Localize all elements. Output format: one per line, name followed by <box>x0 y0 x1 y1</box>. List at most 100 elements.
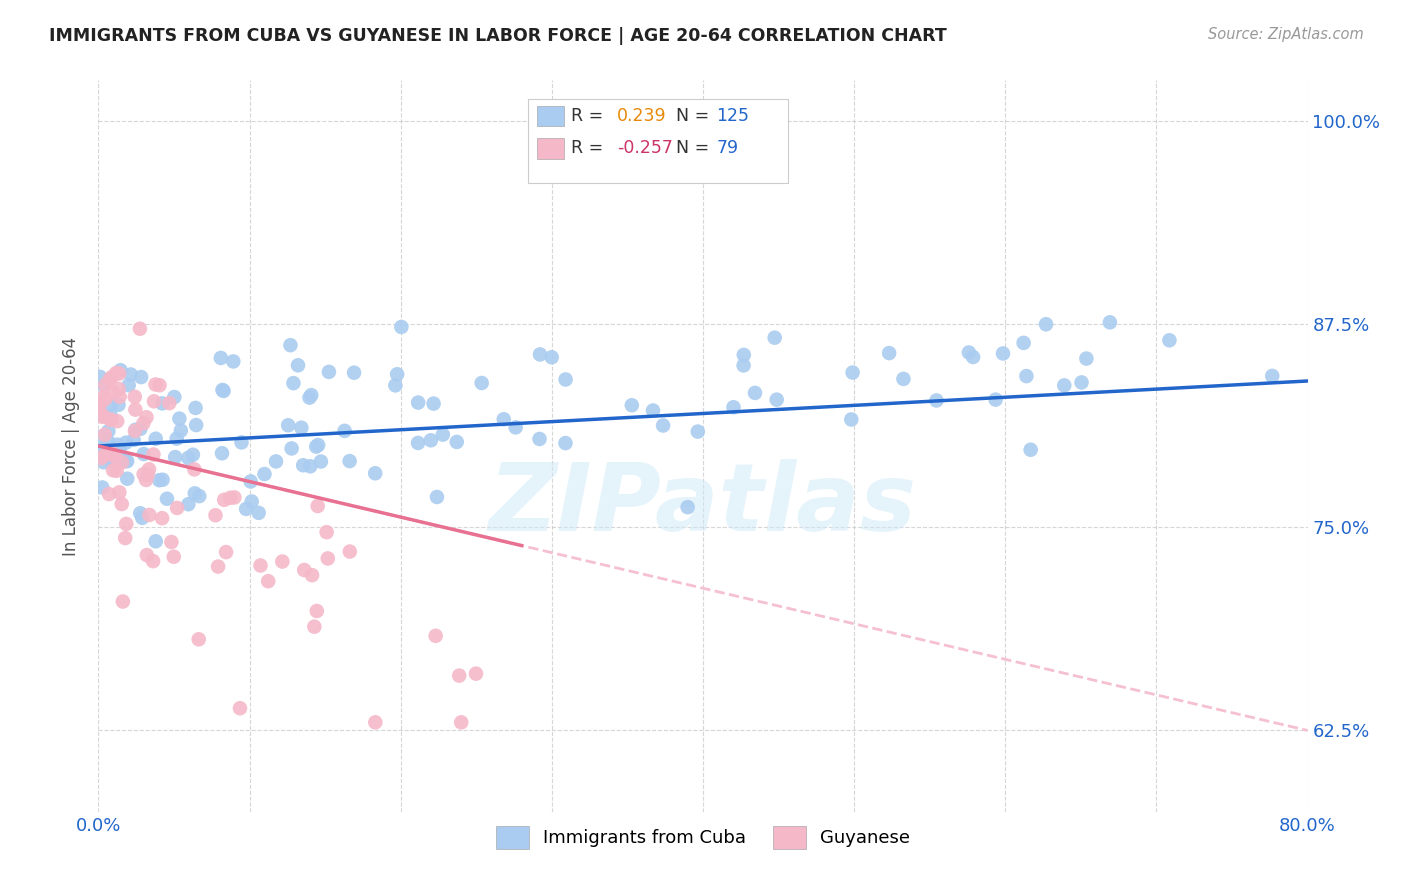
Point <box>406 395 429 409</box>
Point <box>290 421 312 435</box>
Point <box>620 398 643 412</box>
Point <box>292 563 315 577</box>
Point <box>277 418 299 433</box>
Point <box>1019 442 1042 457</box>
Point <box>163 390 186 404</box>
Point <box>471 376 494 390</box>
Point <box>111 497 134 511</box>
Point <box>105 464 128 478</box>
Text: IMMIGRANTS FROM CUBA VS GUYANESE IN LABOR FORCE | AGE 20-64 CORRELATION CHART: IMMIGRANTS FROM CUBA VS GUYANESE IN LABO… <box>49 27 948 45</box>
Point <box>839 412 862 426</box>
Point <box>207 559 229 574</box>
Point <box>124 390 146 404</box>
Point <box>215 545 238 559</box>
Point <box>1053 378 1076 392</box>
Point <box>1076 351 1098 366</box>
Point <box>90 451 112 466</box>
Point <box>115 454 138 468</box>
Point <box>406 436 429 450</box>
Point <box>150 396 173 410</box>
Point <box>298 391 321 405</box>
Point <box>723 401 745 415</box>
Point <box>105 414 128 428</box>
Point <box>108 390 131 404</box>
Point <box>187 632 209 647</box>
Point <box>432 427 454 442</box>
Point <box>364 467 387 481</box>
Point <box>450 715 472 730</box>
Point <box>315 525 337 540</box>
Point <box>101 463 124 477</box>
Point <box>93 378 115 392</box>
Point <box>115 516 138 531</box>
Point <box>219 491 242 505</box>
Point <box>110 363 132 377</box>
Point <box>305 440 328 454</box>
Y-axis label: In Labor Force | Age 20-64: In Labor Force | Age 20-64 <box>62 336 80 556</box>
Point <box>419 434 441 448</box>
Point <box>554 436 576 450</box>
Point <box>135 410 157 425</box>
Text: N =: N = <box>676 139 716 157</box>
Point <box>94 427 117 442</box>
Text: 79: 79 <box>716 139 738 157</box>
Point <box>305 604 328 618</box>
Point <box>114 531 136 545</box>
Point <box>94 392 117 406</box>
Point <box>253 467 276 481</box>
Point <box>1012 335 1035 350</box>
Point <box>280 442 302 456</box>
Point <box>129 422 152 436</box>
Text: 0.239: 0.239 <box>617 107 666 125</box>
Point <box>100 398 122 412</box>
FancyBboxPatch shape <box>527 99 787 183</box>
Point <box>389 320 412 334</box>
Point <box>111 455 134 469</box>
Point <box>124 402 146 417</box>
Point <box>1098 315 1121 329</box>
Text: N =: N = <box>676 107 716 125</box>
Point <box>204 508 226 523</box>
Point <box>142 448 165 462</box>
Point <box>143 394 166 409</box>
Point <box>184 401 207 415</box>
Point <box>94 378 117 392</box>
Point <box>93 449 115 463</box>
Point <box>107 398 129 412</box>
Point <box>529 432 551 446</box>
Point <box>100 445 122 459</box>
Point <box>132 416 155 430</box>
Point <box>763 331 786 345</box>
Point <box>299 388 322 402</box>
Point <box>446 434 468 449</box>
Point <box>686 425 709 439</box>
Point <box>271 555 294 569</box>
Point <box>211 446 233 460</box>
Text: R =: R = <box>571 107 609 125</box>
Point <box>100 413 122 427</box>
Point <box>98 487 121 501</box>
Text: R =: R = <box>571 139 609 157</box>
Point <box>129 506 152 520</box>
Point <box>301 568 323 582</box>
Point <box>1159 333 1181 347</box>
Point <box>91 409 114 424</box>
Point <box>117 472 139 486</box>
Point <box>100 413 122 427</box>
Point <box>676 500 699 515</box>
Point <box>364 715 387 730</box>
Point <box>89 395 111 409</box>
Point <box>115 435 138 450</box>
Point <box>104 450 127 464</box>
Point <box>160 535 183 549</box>
Point <box>652 418 675 433</box>
Point <box>962 350 984 364</box>
Point <box>156 491 179 506</box>
Point <box>235 502 257 516</box>
Point <box>283 376 305 391</box>
Point <box>163 549 186 564</box>
Point <box>135 473 157 487</box>
Point <box>307 438 329 452</box>
Point <box>181 448 204 462</box>
Point <box>157 396 180 410</box>
